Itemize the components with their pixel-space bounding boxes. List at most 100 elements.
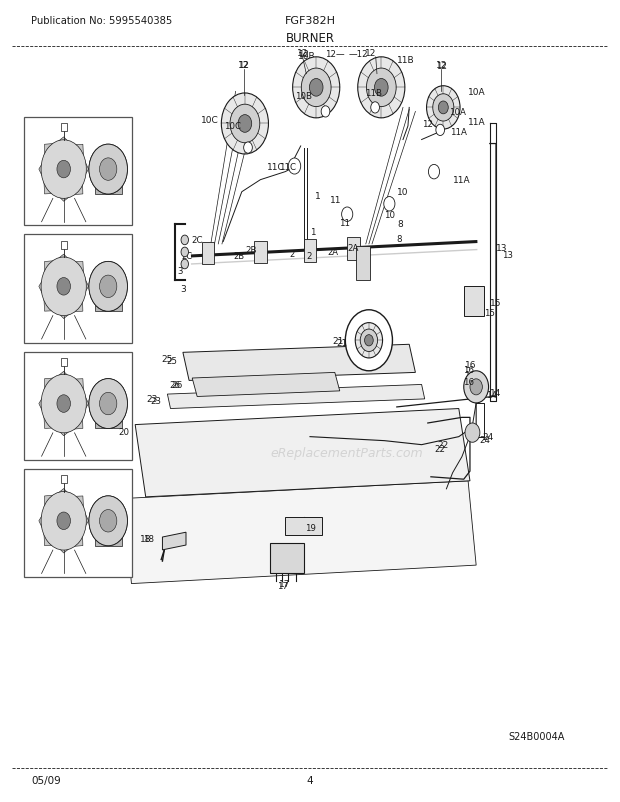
Text: 11C: 11C [267, 162, 285, 172]
Circle shape [57, 512, 71, 530]
Circle shape [428, 165, 440, 180]
Text: 2: 2 [306, 252, 311, 261]
Polygon shape [39, 489, 89, 553]
Text: 14: 14 [490, 388, 501, 398]
Text: 16: 16 [466, 371, 477, 380]
Text: 47: 47 [117, 516, 127, 525]
Text: —12: —12 [348, 50, 368, 59]
Bar [61, 476, 67, 484]
Text: eReplacementParts.com: eReplacementParts.com [271, 447, 423, 460]
Text: 16: 16 [463, 377, 474, 387]
Circle shape [244, 143, 252, 154]
Text: 20: 20 [116, 432, 127, 442]
Text: 22: 22 [435, 444, 446, 454]
Text: 47: 47 [117, 282, 127, 291]
Text: 16: 16 [466, 360, 477, 370]
Polygon shape [39, 255, 89, 319]
Text: 10C: 10C [201, 115, 219, 125]
Circle shape [374, 79, 388, 97]
Text: 11: 11 [330, 196, 342, 205]
Circle shape [288, 159, 301, 175]
Text: 14: 14 [486, 390, 497, 399]
Circle shape [436, 125, 445, 136]
Circle shape [57, 278, 71, 296]
Text: 10: 10 [384, 210, 395, 220]
Bar [95, 292, 122, 312]
Bar [202, 242, 214, 265]
Text: 2A: 2A [327, 248, 338, 257]
Circle shape [438, 102, 448, 115]
Text: 10B: 10B [298, 51, 316, 61]
Polygon shape [183, 345, 415, 381]
Text: 37: 37 [31, 404, 42, 413]
Text: 11: 11 [31, 477, 44, 487]
Text: 8: 8 [397, 220, 403, 229]
Text: 25: 25 [161, 354, 172, 364]
Text: 18: 18 [140, 534, 152, 544]
Text: 23: 23 [151, 396, 162, 406]
Circle shape [181, 236, 188, 245]
Text: 44A: 44A [73, 360, 89, 369]
Circle shape [41, 257, 86, 316]
Text: 3: 3 [177, 266, 182, 276]
Bar [464, 286, 484, 317]
Circle shape [355, 323, 383, 358]
Circle shape [41, 375, 86, 433]
Text: 2C: 2C [192, 236, 203, 245]
Polygon shape [192, 373, 340, 397]
Circle shape [89, 145, 128, 195]
Bar [24, 352, 132, 460]
Circle shape [89, 496, 128, 546]
Text: 1: 1 [315, 192, 321, 201]
Text: 19: 19 [304, 523, 316, 533]
Circle shape [433, 95, 454, 122]
Circle shape [464, 371, 489, 403]
Circle shape [89, 379, 128, 429]
Bar [356, 247, 370, 281]
Text: 12: 12 [238, 61, 249, 71]
Polygon shape [135, 409, 470, 497]
Polygon shape [162, 533, 186, 550]
Text: 2: 2 [290, 249, 294, 259]
Text: 17: 17 [280, 579, 291, 589]
Circle shape [301, 69, 331, 107]
Circle shape [181, 248, 188, 257]
Circle shape [221, 94, 268, 155]
Circle shape [230, 105, 260, 144]
Bar [270, 543, 304, 573]
Bar [24, 118, 132, 226]
Bar [285, 517, 322, 535]
Circle shape [470, 379, 482, 395]
Circle shape [181, 260, 188, 269]
Circle shape [89, 379, 128, 429]
Polygon shape [167, 385, 425, 409]
Text: 23: 23 [147, 395, 158, 404]
Text: Publication No: 5995540385: Publication No: 5995540385 [31, 16, 172, 26]
Circle shape [41, 492, 86, 550]
Circle shape [100, 159, 117, 181]
Circle shape [342, 208, 353, 222]
Circle shape [100, 393, 117, 415]
Text: 12—: 12— [325, 50, 345, 59]
Text: 10: 10 [397, 188, 409, 197]
Bar [95, 409, 122, 429]
Bar [61, 358, 67, 367]
Text: 11: 11 [339, 218, 350, 228]
Text: 21: 21 [337, 338, 348, 348]
Text: 16: 16 [463, 366, 474, 375]
Text: 18: 18 [143, 534, 154, 544]
Text: 12: 12 [365, 49, 376, 59]
Circle shape [293, 58, 340, 119]
Circle shape [100, 276, 117, 298]
Text: 12: 12 [436, 61, 447, 71]
Circle shape [238, 115, 252, 133]
Text: 05/09: 05/09 [31, 775, 61, 784]
Text: BURNER: BURNER [285, 32, 335, 45]
Circle shape [360, 330, 378, 352]
Bar [95, 175, 122, 195]
Text: 2C: 2C [181, 252, 192, 261]
Text: 19: 19 [304, 521, 316, 531]
Bar [24, 469, 132, 577]
Bar [61, 241, 67, 249]
Text: 47: 47 [117, 165, 127, 174]
